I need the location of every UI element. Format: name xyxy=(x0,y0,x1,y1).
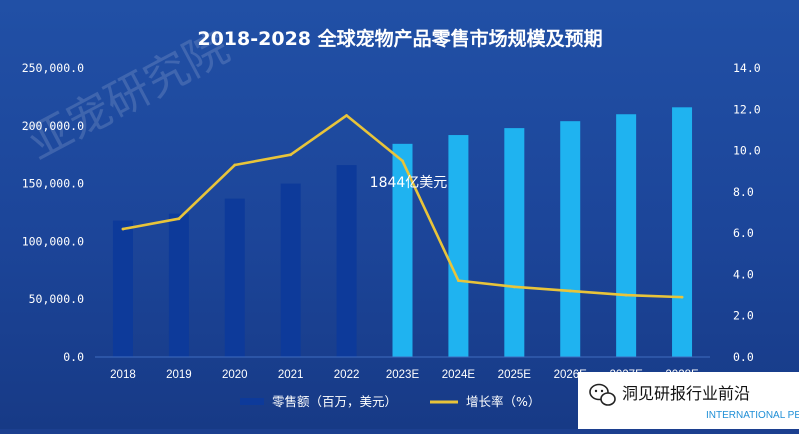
bar-2026E xyxy=(560,121,581,358)
brand-wechat-label: 洞见研报行业前沿 xyxy=(622,384,750,403)
x-tick-label: 2020 xyxy=(222,369,248,381)
bar-2021 xyxy=(280,183,301,357)
growth-point-2021 xyxy=(289,153,293,157)
bar-2025E xyxy=(504,128,525,357)
y-right-tick-label: 12.0 xyxy=(733,102,761,116)
x-tick-label: 2018 xyxy=(110,369,136,381)
wechat-icon xyxy=(589,383,616,406)
growth-point-2025E xyxy=(512,285,516,289)
brand-corner-text: INTERNATIONAL PET INDUSTRY S xyxy=(706,410,799,421)
x-tick-label: 2021 xyxy=(278,369,304,381)
growth-point-2019 xyxy=(177,217,181,221)
chart-title: 2018-2028 全球宠物产品零售市场规模及预期 xyxy=(197,27,602,50)
legend-line-label: 增长率（%） xyxy=(466,394,540,409)
bar-2027E xyxy=(616,114,637,358)
y-axis-left: 0.0 50,000.0 100,000.0 150,000.0 200,000.0 25… xyxy=(22,61,84,364)
growth-point-2028E xyxy=(680,295,684,299)
bar-2024E xyxy=(448,135,469,357)
bar-2028E xyxy=(672,107,693,357)
x-tick-label: 2023E xyxy=(386,369,420,381)
y-left-tick-label: 0.0 xyxy=(63,350,84,364)
y-right-tick-label: 10.0 xyxy=(733,144,761,158)
growth-point-2020 xyxy=(233,163,237,167)
y-right-tick-label: 6.0 xyxy=(733,226,754,240)
bar-2020 xyxy=(224,198,245,357)
y-left-tick-label: 50,000.0 xyxy=(29,292,84,306)
x-tick-label: 2019 xyxy=(166,369,192,381)
y-right-tick-label: 8.0 xyxy=(733,185,754,199)
y-right-tick-label: 2.0 xyxy=(733,309,754,323)
bar-series xyxy=(112,107,693,358)
y-left-tick-label: 250,000.0 xyxy=(22,61,84,75)
legend-bar-swatch xyxy=(240,398,264,405)
y-left-tick-label: 100,000.0 xyxy=(22,234,84,248)
growth-line-series xyxy=(121,114,684,299)
growth-point-2018 xyxy=(121,227,125,231)
x-tick-label: 2025E xyxy=(498,369,532,381)
growth-point-2027E xyxy=(624,293,628,297)
bar-2018 xyxy=(112,220,133,357)
brand-badge: 洞见研报行业前沿 INTERNATIONAL PET INDUSTRY S xyxy=(578,372,799,429)
x-tick-label: 2024E xyxy=(442,369,476,381)
y-axis-right: 0.0 2.0 4.0 6.0 8.0 10.0 12.0 14.0 xyxy=(733,61,761,364)
bar-2019 xyxy=(168,213,189,357)
y-right-tick-label: 0.0 xyxy=(733,350,754,364)
growth-point-2026E xyxy=(568,289,572,293)
y-left-tick-label: 150,000.0 xyxy=(22,177,84,191)
x-tick-label: 2022 xyxy=(334,369,360,381)
y-right-tick-label: 14.0 xyxy=(733,61,761,75)
legend-bar-label: 零售额（百万，美元） xyxy=(272,394,397,409)
growth-point-2023E xyxy=(401,159,404,163)
bar-2023E xyxy=(392,143,413,357)
legend: 零售额（百万，美元） 增长率（%） xyxy=(240,394,540,409)
growth-point-2024E xyxy=(457,279,460,283)
growth-point-2022 xyxy=(345,114,348,117)
bar-2022 xyxy=(336,165,357,357)
y-right-tick-label: 4.0 xyxy=(733,267,754,281)
y-left-tick-label: 200,000.0 xyxy=(22,119,84,133)
value-annotation: 1844亿美元 xyxy=(370,175,448,191)
